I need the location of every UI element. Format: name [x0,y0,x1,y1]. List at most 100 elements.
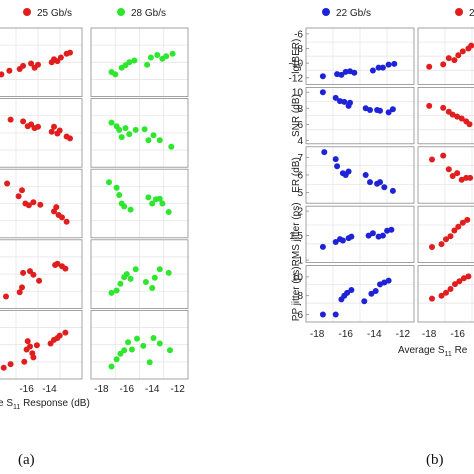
y-tick-label: -6 [294,29,303,40]
data-point [345,168,352,175]
data-point [35,123,41,130]
data-point [30,199,37,206]
y-tick-label: -12 [289,73,304,84]
data-point [150,335,157,341]
data-point [429,244,435,250]
data-point [150,132,157,139]
data-point [156,340,163,347]
subplot-a-0-0 [0,27,83,97]
data-point [381,184,388,191]
subplot-b-red-2 [417,146,474,204]
data-point [339,237,346,244]
y-tick-label: 6 [297,171,303,182]
legend-label: 28 Gb/s [131,8,166,19]
subplot-frame [0,309,83,380]
data-point [429,295,435,302]
data-point [35,61,41,68]
y-tick-label: 4 [297,136,303,147]
data-point [63,218,70,225]
data-point [126,131,133,138]
data-point [389,106,396,113]
data-point [429,156,435,163]
data-point [21,358,28,365]
panel-a: 25 Gb/s 28 Gb/s -18 -16 -14 -12 -16 -14 e S11 Re… [0,8,189,411]
data-point [332,156,339,163]
data-point [147,54,154,61]
data-point [438,241,445,248]
y-axis-label: ER (dB) [291,157,302,193]
data-point [455,223,462,230]
data-point [121,203,128,210]
x-tick-label: -18 [422,329,437,340]
x-tick-label: -16 [19,384,34,395]
y-tick-label: 2 [297,207,303,218]
data-point [113,356,120,363]
y-tick-label: -10 [289,59,304,70]
data-point [332,239,339,245]
data-point [132,266,139,273]
data-point [332,311,339,318]
data-point [319,89,326,96]
data-point [0,364,7,371]
data-point [458,176,465,183]
subplot-b-red-4 [417,265,474,323]
legend-label: 25 Gb/s [37,8,72,19]
data-point [131,57,138,64]
data-point [6,67,13,74]
data-point [30,354,37,361]
subplot-frame [0,98,83,168]
data-point [134,335,140,342]
data-point [123,271,130,278]
data-point [440,152,447,159]
data-point [113,184,120,191]
data-point [144,61,151,68]
y-axis-label: PP jitter (ps) [291,266,302,321]
data-point [348,233,355,240]
y-tick-label: 1.5 [289,231,303,242]
data-point [377,179,383,186]
data-point [369,67,376,74]
data-point [341,98,348,105]
data-point [3,293,9,300]
data-point [443,236,449,243]
data-point [56,127,63,134]
data-point [48,128,55,135]
data-point [456,278,463,285]
x-tick-label: -16 [450,329,465,340]
data-point [0,71,5,78]
y-tick-label: 7 [297,153,303,164]
y-tick-label: 6 [297,310,303,321]
data-point [459,48,466,55]
subplot-a-0-3 [0,239,83,309]
data-point [56,332,63,339]
x-axis-label: Average S11 Re [398,345,468,358]
data-point [62,265,69,272]
data-point [145,137,152,144]
x-axis-label: e S11 Response (dB) [0,398,90,411]
data-point [391,60,398,67]
data-point [16,289,23,296]
data-point [36,277,43,284]
data-point [451,227,458,234]
y-axis-label: lg(BER) [291,39,302,74]
subplot-b-2: 5 6 7ER (dB) [291,146,415,204]
x-tick-label: -18 [310,329,325,340]
data-point [113,287,120,294]
legend-marker [117,8,125,16]
data-point [319,311,326,318]
legend-label: 22 Gb/s [336,8,371,19]
data-point [332,94,339,101]
subplot-b-red-3 [417,205,474,263]
data-point [67,49,73,56]
y-axis-label: RMS jitter (ps) [291,202,302,266]
data-point [7,361,14,368]
data-point [20,118,27,125]
data-point [165,209,172,215]
data-point [445,55,452,62]
subplot-frame [90,168,189,239]
data-point [25,202,32,209]
subplot-a-1-4 [90,309,189,380]
